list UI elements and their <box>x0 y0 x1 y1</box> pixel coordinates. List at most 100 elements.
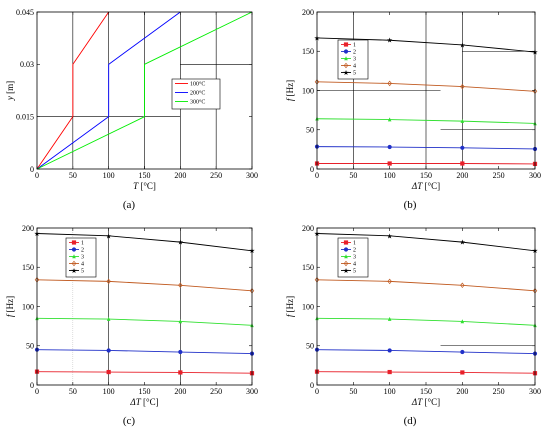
x-tick-label: 100 <box>384 387 396 396</box>
x-tick-label: 250 <box>210 387 222 396</box>
data-point-series-3 <box>106 316 111 321</box>
legend-label-1: 1 <box>353 43 356 49</box>
legend-label-5: 5 <box>353 71 356 77</box>
series-line-2 <box>36 11 181 170</box>
x-tick-label: 200 <box>456 387 468 396</box>
data-point-series-5: ★ <box>459 41 465 49</box>
legend-marker-5: ★ <box>71 267 77 275</box>
x-axis-unit: [°C] <box>141 397 159 407</box>
x-tick-label: 150 <box>139 171 151 180</box>
x-tick-label: 150 <box>420 387 432 396</box>
series-line-3 <box>316 118 536 124</box>
series-line-4 <box>36 279 253 292</box>
y-tick-label: 50 <box>26 342 34 351</box>
y-tick-label: 0 <box>30 381 34 390</box>
y-tick-label: 0.045 <box>16 8 34 17</box>
data-point-series-1 <box>460 161 465 166</box>
y-tick-label: 50 <box>306 342 314 351</box>
x-tick-label: 100 <box>384 171 396 180</box>
panel-label: (a) <box>123 199 136 211</box>
data-point-series-1 <box>106 369 111 375</box>
data-point-series-1 <box>387 369 392 375</box>
data-point-series-4 <box>178 282 183 289</box>
data-point-series-3 <box>387 316 392 321</box>
x-tick-label: 250 <box>493 387 505 396</box>
x-tick-label: 0 <box>35 171 39 180</box>
x-axis-unit: [°C] <box>138 181 156 191</box>
y-axis-unit: [Hz] <box>285 80 295 99</box>
legend-label-2: 200°C <box>190 90 205 97</box>
x-tick-label: 300 <box>246 171 258 180</box>
y-axis-label: f [Hz] <box>5 296 15 317</box>
legend-label-2: 2 <box>81 248 84 254</box>
x-tick-label: 200 <box>174 387 186 396</box>
series-line-5 <box>316 37 536 53</box>
data-point-series-1 <box>387 161 392 166</box>
y-tick-label: 150 <box>302 47 314 56</box>
legend-label-4: 4 <box>81 262 84 268</box>
data-point-series-2 <box>387 144 392 150</box>
y-axis-unit: [Hz] <box>285 296 295 315</box>
data-point-series-4 <box>460 282 465 289</box>
y-tick-label: 200 <box>302 224 314 233</box>
y-axis-unit: [Hz] <box>5 296 15 315</box>
x-axis-label: ΔT [°C] <box>129 397 158 407</box>
series-line-1 <box>36 11 110 170</box>
x-tick-label: 300 <box>529 171 541 180</box>
y-axis-label: f [Hz] <box>285 80 295 101</box>
y-axis-label: f [Hz] <box>285 296 295 317</box>
legend-label-1: 1 <box>81 241 84 247</box>
x-tick-label: 150 <box>420 171 432 180</box>
y-tick-label: 0 <box>310 381 314 390</box>
data-point-series-2 <box>106 348 111 353</box>
x-axis-label: ΔT [°C] <box>411 397 440 407</box>
legend-marker-1 <box>71 240 77 245</box>
x-tick-label: 50 <box>69 171 77 180</box>
legend-marker-4 <box>71 260 77 267</box>
legend-label-1: 1 <box>353 241 356 247</box>
y-tick-label: 0 <box>310 165 314 174</box>
data-point-series-3 <box>460 118 465 123</box>
x-tick-label: 50 <box>349 387 357 396</box>
legend-label-2: 2 <box>353 50 356 56</box>
series-line-5 <box>36 233 253 252</box>
series-line-1 <box>316 371 536 374</box>
legend-marker-2 <box>343 49 349 54</box>
legend-marker-5: ★ <box>343 267 349 275</box>
data-point-series-4 <box>460 83 465 90</box>
series-line-3 <box>36 11 253 170</box>
x-axis-label: ΔT [°C] <box>411 181 440 191</box>
data-point-series-3 <box>460 319 465 324</box>
y-tick-label: 50 <box>306 126 314 135</box>
series-line-1 <box>36 371 253 374</box>
panel-label: (d) <box>404 415 417 427</box>
y-tick-label: 200 <box>302 8 314 17</box>
x-tick-label: 0 <box>315 387 319 396</box>
series-line-2 <box>316 146 536 150</box>
legend-marker-3 <box>344 56 348 61</box>
data-point-series-5: ★ <box>387 37 393 45</box>
legend-label-5: 5 <box>81 269 84 275</box>
legend-label-1: 100°C <box>190 81 205 88</box>
series-line-2 <box>316 349 536 355</box>
x-tick-label: 250 <box>493 171 505 180</box>
panel-label: (b) <box>404 199 417 211</box>
series-line-2 <box>36 349 253 355</box>
legend-label-4: 4 <box>353 64 356 70</box>
legend-label-2: 2 <box>353 248 356 254</box>
x-tick-label: 100 <box>103 387 115 396</box>
x-tick-label: 200 <box>456 171 468 180</box>
y-tick-label: 150 <box>22 263 34 272</box>
y-tick-label: 150 <box>302 263 314 272</box>
x-tick-label: 300 <box>246 387 258 396</box>
legend-label-5: 5 <box>353 269 356 275</box>
y-axis-label: y [m] <box>5 81 15 101</box>
legend-marker-2 <box>71 247 77 252</box>
data-point-series-4 <box>387 278 392 285</box>
legend-marker-1 <box>343 240 349 245</box>
